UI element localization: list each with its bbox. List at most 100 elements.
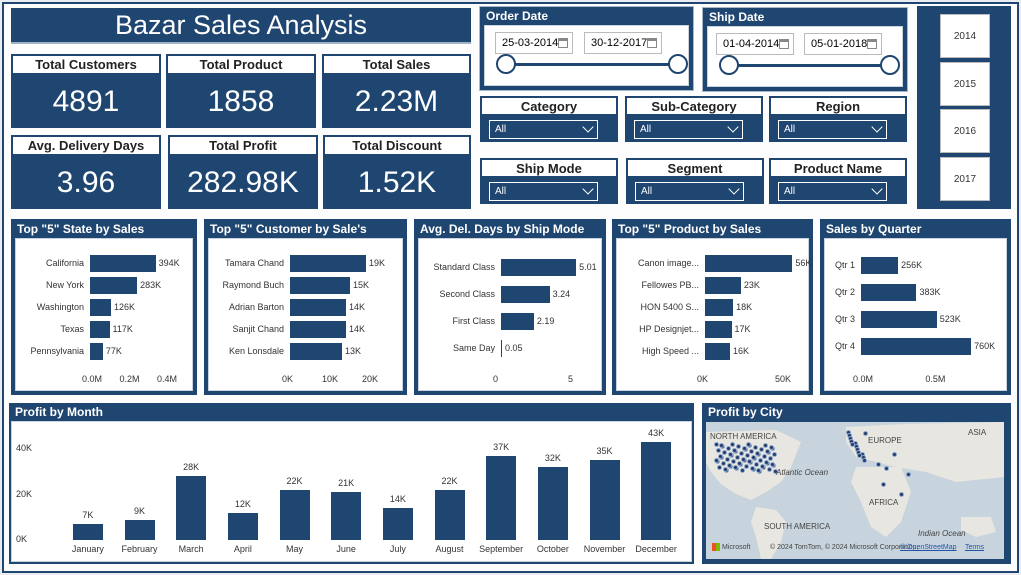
map-canvas[interactable]: NORTH AMERICA EUROPE ASIA Atlantic Ocean… xyxy=(706,422,1004,559)
bar xyxy=(589,460,620,540)
subcategory-dropdown[interactable]: All xyxy=(634,120,743,139)
order-date-start-handle[interactable] xyxy=(496,54,516,74)
city-marker xyxy=(850,442,855,447)
map-label: Indian Ocean xyxy=(918,529,966,538)
terms-link[interactable]: Terms xyxy=(965,544,985,551)
city-marker xyxy=(714,458,719,463)
city-marker xyxy=(730,442,735,447)
bar-category-label: Sanjit Chand xyxy=(232,324,284,334)
calendar-icon xyxy=(867,39,877,49)
x-tick-label: March xyxy=(178,544,204,554)
city-marker xyxy=(773,469,778,474)
chart-quarter-sales: Sales by Quarter Qtr 1 256K Qtr 2 383K Qtr 3… xyxy=(820,219,1011,395)
city-marker xyxy=(718,454,723,459)
filter-label: Product Name xyxy=(771,160,905,176)
filter-label: Category xyxy=(482,98,616,114)
city-marker xyxy=(722,450,727,455)
city-marker xyxy=(862,458,867,463)
order-date-from-input[interactable]: 25-03-2014 xyxy=(495,32,573,54)
ship-date-to-input[interactable]: 05-01-2018 xyxy=(804,33,882,55)
filter-label: Ship Mode xyxy=(482,160,616,176)
category-filter: Category All xyxy=(480,96,618,142)
bar-category-label: Qtr 4 xyxy=(834,341,855,351)
bar-value-label: 13K xyxy=(345,346,362,356)
bar-category-label: Washington xyxy=(36,302,84,312)
region-filter: Region All xyxy=(769,96,907,142)
map-label: NORTH AMERICA xyxy=(710,432,777,441)
bar-value-label: 760K xyxy=(974,341,996,351)
x-tick-label: August xyxy=(435,544,464,554)
bar xyxy=(90,321,110,338)
bar xyxy=(290,299,346,316)
map-label: ASIA xyxy=(968,428,987,437)
order-date-end-handle[interactable] xyxy=(668,54,688,74)
bar xyxy=(861,338,972,355)
ship-mode-filter: Ship Mode All xyxy=(480,158,618,204)
chart-title: Sales by Quarter xyxy=(826,222,922,236)
chart-body: 0K 20K 40K 7K January 9K February 28K March 12K Ap… xyxy=(11,421,692,562)
bar xyxy=(486,455,517,540)
bar xyxy=(434,490,465,540)
year-2015-button[interactable]: 2015 xyxy=(940,62,990,106)
year-2017-button[interactable]: 2017 xyxy=(940,157,990,201)
city-marker xyxy=(717,465,722,470)
bar xyxy=(290,277,350,294)
city-marker xyxy=(770,462,775,467)
bar xyxy=(227,512,258,540)
kpi-value: 3.96 xyxy=(56,166,116,199)
order-date-to-input[interactable]: 30-12-2017 xyxy=(584,32,662,54)
bar-category-label: Standard Class xyxy=(433,262,495,272)
bar-value-label: 523K xyxy=(939,314,961,324)
bar xyxy=(90,255,156,272)
ship-date-slider-track[interactable] xyxy=(728,64,890,67)
x-tick-label: April xyxy=(233,544,252,554)
x-tick-label: 0.4M xyxy=(157,374,178,384)
city-marker xyxy=(755,451,760,456)
city-marker xyxy=(733,465,738,470)
dropdown-value: All xyxy=(784,186,796,197)
bar-value-label: 14K xyxy=(349,302,366,312)
category-dropdown[interactable]: All xyxy=(489,120,598,139)
order-date-slider-track[interactable] xyxy=(505,63,673,66)
kpi-value: 4891 xyxy=(52,85,120,118)
x-tick-label: 50K xyxy=(775,374,792,384)
ship-mode-dropdown[interactable]: All xyxy=(489,182,598,201)
ship-date-from-input[interactable]: 01-04-2014 xyxy=(716,33,794,55)
slicer-title: Order Date xyxy=(486,9,549,23)
segment-dropdown[interactable]: All xyxy=(635,182,744,201)
product-name-filter: Product Name All xyxy=(769,158,907,204)
ship-date-end-handle[interactable] xyxy=(880,55,900,75)
x-tick-label: May xyxy=(285,544,303,554)
city-marker xyxy=(881,482,886,487)
city-marker xyxy=(863,431,868,436)
city-marker xyxy=(735,455,740,460)
year-2014-button[interactable]: 2014 xyxy=(940,14,990,58)
bar xyxy=(705,343,730,360)
bar-value-label: 3.24 xyxy=(552,289,571,299)
bar-category-label: Tamara Chand xyxy=(224,258,284,268)
kpi-label: Total Customers xyxy=(13,56,159,73)
city-marker xyxy=(764,460,769,465)
city-marker xyxy=(758,458,763,463)
ship-date-start-handle[interactable] xyxy=(719,55,739,75)
city-marker xyxy=(726,446,731,451)
dropdown-value: All xyxy=(495,186,507,197)
region-dropdown[interactable]: All xyxy=(778,120,887,139)
x-tick-label: September xyxy=(479,544,524,554)
year-2016-button[interactable]: 2016 xyxy=(940,109,990,153)
osm-link[interactable]: © OpenStreetMap xyxy=(900,544,957,551)
filter-label: Segment xyxy=(628,160,762,176)
kpi-total-discount: Total Discount 1.52K xyxy=(323,135,471,209)
map-label: Atlantic Ocean xyxy=(776,468,829,477)
x-tick-label: 0.2M xyxy=(119,374,140,384)
bar-category-label: Pennsylvania xyxy=(30,346,84,356)
kpi-label: Total Sales xyxy=(324,56,469,73)
bar xyxy=(90,299,111,316)
product-name-dropdown[interactable]: All xyxy=(778,182,887,201)
chart-title: Top "5" State by Sales xyxy=(17,222,145,236)
city-marker xyxy=(884,466,889,471)
bar-value-label: 126K xyxy=(114,302,136,312)
x-tick-label: 0.0M xyxy=(853,374,874,384)
y-tick-label: 20K xyxy=(16,488,33,499)
city-marker xyxy=(765,449,770,454)
